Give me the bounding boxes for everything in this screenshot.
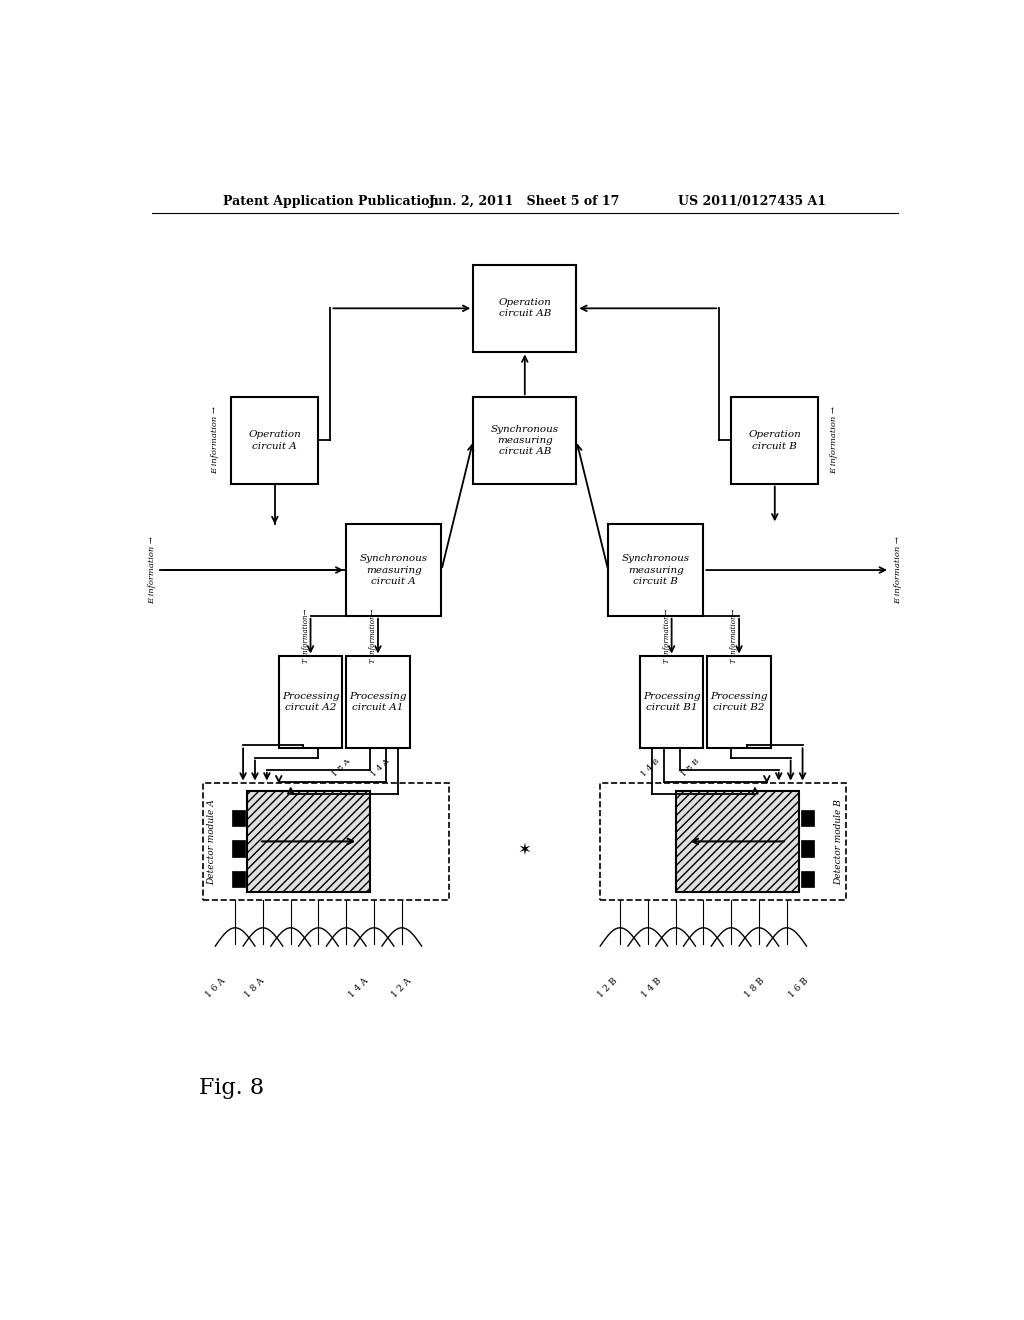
FancyBboxPatch shape (232, 871, 245, 887)
Text: 1 6 A: 1 6 A (204, 977, 227, 999)
Text: 1 8 B: 1 8 B (680, 758, 700, 779)
FancyBboxPatch shape (346, 524, 441, 615)
Text: 1 2 A: 1 2 A (390, 977, 414, 999)
Text: 1 8 A: 1 8 A (244, 977, 266, 999)
Text: Detector module B: Detector module B (834, 799, 843, 884)
Text: E information →: E information → (211, 407, 219, 474)
FancyBboxPatch shape (676, 791, 799, 892)
Text: T information→: T information→ (302, 609, 310, 663)
Text: Fig. 8: Fig. 8 (200, 1077, 264, 1100)
Text: Detector module A: Detector module A (207, 799, 216, 884)
Text: 1 6 B: 1 6 B (787, 977, 810, 999)
Text: Synchronous
measuring
circuit A: Synchronous measuring circuit A (359, 554, 428, 586)
Text: Processing
circuit B1: Processing circuit B1 (643, 692, 700, 713)
FancyBboxPatch shape (279, 656, 342, 748)
Text: E information →: E information → (894, 536, 902, 605)
Text: Synchronous
measuring
circuit B: Synchronous measuring circuit B (622, 554, 690, 586)
Text: US 2011/0127435 A1: US 2011/0127435 A1 (678, 194, 826, 207)
Text: E information →: E information → (147, 536, 156, 605)
Text: Processing
circuit B2: Processing circuit B2 (711, 692, 768, 713)
FancyBboxPatch shape (708, 656, 771, 748)
FancyBboxPatch shape (801, 810, 814, 826)
FancyBboxPatch shape (640, 656, 703, 748)
FancyBboxPatch shape (232, 841, 245, 857)
FancyBboxPatch shape (801, 841, 814, 857)
FancyBboxPatch shape (801, 871, 814, 887)
FancyBboxPatch shape (346, 656, 410, 748)
Text: T information→: T information→ (730, 609, 738, 663)
Text: Synchronous
measuring
circuit AB: Synchronous measuring circuit AB (490, 425, 559, 455)
FancyBboxPatch shape (231, 397, 318, 483)
Text: E information →: E information → (830, 407, 839, 474)
FancyBboxPatch shape (232, 810, 245, 826)
Text: Patent Application Publication: Patent Application Publication (223, 194, 438, 207)
Text: 1 4 B: 1 4 B (640, 977, 664, 999)
Text: T information→: T information→ (663, 609, 671, 663)
FancyBboxPatch shape (731, 397, 818, 483)
Text: 1 4 B: 1 4 B (640, 756, 662, 779)
Text: Processing
circuit A1: Processing circuit A1 (349, 692, 407, 713)
Text: Operation
circuit B: Operation circuit B (749, 430, 801, 450)
Text: Operation
circuit AB: Operation circuit AB (499, 298, 551, 318)
Text: 1 4 A: 1 4 A (370, 758, 391, 779)
FancyBboxPatch shape (608, 524, 703, 615)
Text: Jun. 2, 2011   Sheet 5 of 17: Jun. 2, 2011 Sheet 5 of 17 (429, 194, 621, 207)
Text: 1 8 B: 1 8 B (743, 977, 767, 999)
FancyBboxPatch shape (473, 265, 577, 351)
Text: Operation
circuit A: Operation circuit A (249, 430, 301, 450)
Text: ✶: ✶ (518, 841, 531, 858)
Text: 1 4 A: 1 4 A (346, 977, 370, 999)
Text: Processing
circuit A2: Processing circuit A2 (282, 692, 339, 713)
Text: 1 2 B: 1 2 B (597, 977, 620, 999)
FancyBboxPatch shape (473, 397, 577, 483)
Text: T information→: T information→ (370, 609, 377, 663)
FancyBboxPatch shape (247, 791, 370, 892)
Text: 1 8 A: 1 8 A (331, 758, 351, 779)
